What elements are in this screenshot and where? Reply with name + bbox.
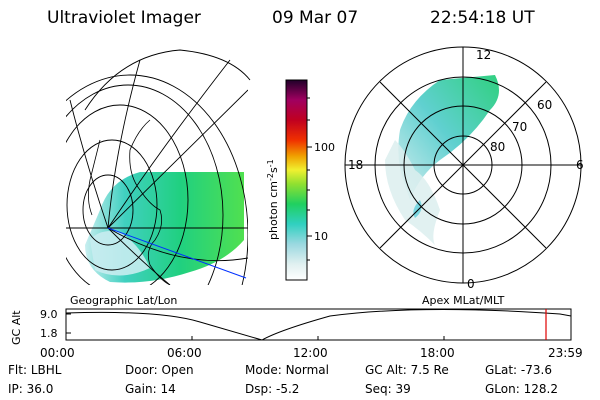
polar-map	[344, 46, 582, 284]
ytick-9: 9.0	[40, 308, 58, 321]
terminator-line	[107, 227, 247, 279]
time-label: 22:54:18 UT	[430, 8, 535, 28]
footer-ip: IP: 36.0	[8, 382, 54, 396]
footer-gcalt: GC Alt: 7.5 Re	[365, 363, 449, 377]
mlt-label-12: 12	[476, 48, 491, 62]
colorbar-unit-label: photon cm-2s-1	[266, 159, 280, 240]
coastline	[129, 119, 171, 285]
mlat-label-60: 60	[537, 98, 552, 112]
altitude-timeline	[65, 308, 572, 341]
footer-glon: GLon: 128.2	[485, 382, 558, 396]
instrument-title: Ultraviolet Imager	[47, 8, 201, 28]
footer-mode: Mode: Normal	[245, 363, 329, 377]
colorbar-tick-100: 100	[314, 141, 335, 154]
xtick-0600: 06:00	[167, 346, 202, 360]
mlat-label-70: 70	[512, 120, 527, 134]
geographic-map	[66, 49, 251, 285]
footer-seq: Seq: 39	[365, 382, 411, 396]
xtick-1200: 12:00	[293, 346, 328, 360]
mlt-label-18: 18	[348, 158, 363, 172]
footer-door: Door: Open	[125, 363, 194, 377]
date-label: 09 Mar 07	[272, 8, 359, 28]
xtick-2359: 23:59	[548, 346, 583, 360]
ytick-1-8: 1.8	[40, 327, 58, 340]
altitude-curve	[65, 308, 572, 341]
mlat-label-80: 80	[490, 140, 505, 154]
colorbar-scale	[285, 79, 308, 281]
xtick-0000: 00:00	[40, 346, 75, 360]
footer-flt: Flt: LBHL	[8, 363, 62, 377]
footer-gain: Gain: 14	[125, 382, 176, 396]
mlt-label-0: 0	[467, 277, 475, 291]
xtick-1800: 18:00	[420, 346, 455, 360]
left-caption: Geographic Lat/Lon	[70, 294, 177, 307]
mlt-label-6: 6	[576, 158, 584, 172]
colorbar: 100 10 photon cm-2s-1	[266, 79, 335, 281]
footer-glat: GLat: -73.6	[485, 363, 552, 377]
auroral-image-right	[398, 75, 499, 200]
footer-dsp: Dsp: -5.2	[245, 382, 300, 396]
timeline-ylabel: GC Alt	[10, 310, 23, 345]
right-caption: Apex MLat/MLT	[422, 294, 505, 307]
colorbar-tick-10: 10	[314, 230, 328, 243]
